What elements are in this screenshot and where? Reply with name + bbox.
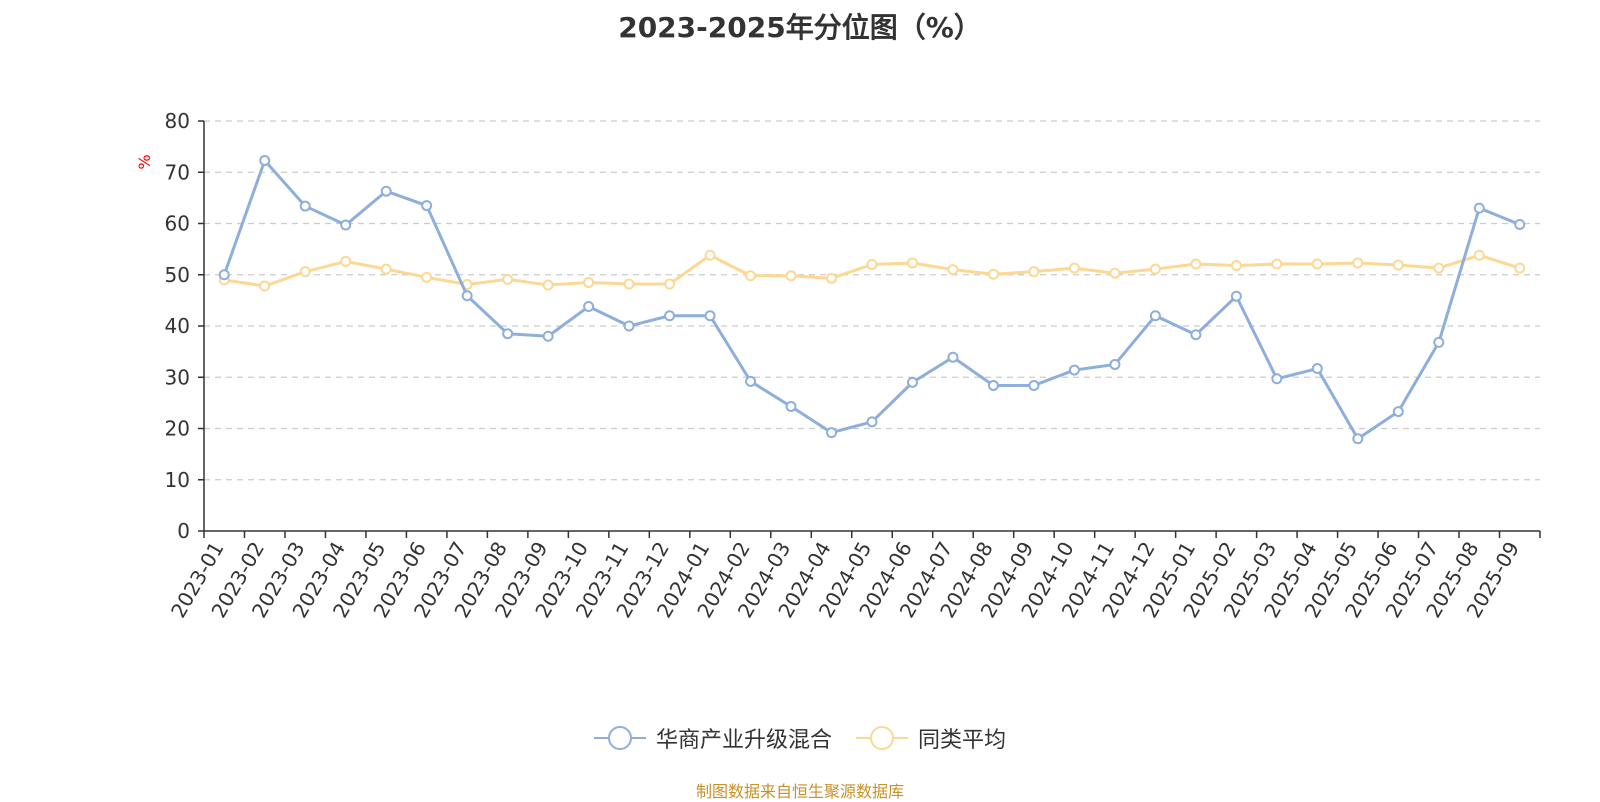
point-series-2-2025-05 [1352,257,1364,269]
point-series-1-2023-03 [299,200,311,212]
point-series-2-2025-08 [1473,249,1485,261]
point-series-2-2024-11 [1109,267,1121,279]
point-series-1-2023-04 [340,219,352,231]
legend-item-series-2[interactable]: 同类平均 [856,722,1006,754]
point-series-1-2023-02 [259,154,271,166]
point-series-2-2025-07 [1433,262,1445,274]
point-series-2-2025-04 [1311,258,1323,270]
y-tick-label-40: 40 [165,314,190,338]
point-series-2-2024-12 [1149,263,1161,275]
legend-marker-series-1 [593,725,646,751]
point-series-1-2024-02 [745,375,757,387]
point-series-2-2023-11 [623,278,635,290]
point-series-2-2025-03 [1271,258,1283,270]
point-series-1-2023-11 [623,320,635,332]
point-series-1-2024-07 [947,351,959,363]
point-series-1-2024-05 [866,416,878,428]
point-series-1-2025-01 [1190,329,1202,341]
point-series-1-2024-04 [826,427,838,439]
point-series-1-2023-05 [380,185,392,197]
chart-title: 2023-2025年分位图（%） [618,11,982,44]
point-series-1-2023-07 [461,290,473,302]
point-series-1-2025-05 [1352,433,1364,445]
point-series-1-2025-07 [1433,336,1445,348]
point-series-1-2025-04 [1311,363,1323,375]
legend-item-series-1[interactable]: 华商产业升级混合 [593,722,832,754]
y-tick-label-0: 0 [177,519,190,543]
point-series-1-2024-12 [1149,310,1161,322]
y-tick-label-20: 20 [165,417,190,441]
series-line-1 [222,158,1521,441]
point-series-1-2025-02 [1230,290,1242,302]
point-series-2-2023-03 [299,266,311,278]
legend-label-series-1: 华商产业升级混合 [655,728,832,753]
point-series-2-2024-05 [866,259,878,270]
point-series-1-2024-06 [906,376,918,388]
point-series-1-2023-08 [502,328,514,340]
y-tick-label-60: 60 [165,212,190,236]
legend: 华商产业升级混合 同类平均 [0,722,1600,754]
point-series-1-2025-08 [1473,202,1485,214]
point-series-1-2024-08 [987,379,999,391]
point-series-2-2023-08 [502,273,514,285]
y-tick-label-70: 70 [165,160,190,184]
point-series-2-2023-10 [583,276,595,288]
point-series-2-2024-08 [987,268,999,280]
point-series-1-2024-01 [704,310,716,322]
point-series-2-2024-02 [745,270,757,282]
point-series-2-2024-09 [1028,266,1040,278]
point-series-2-2024-04 [826,272,838,284]
point-series-1-2025-09 [1514,219,1526,231]
y-tick-label-80: 80 [165,109,190,133]
y-tick-label-50: 50 [165,263,190,287]
point-series-1-2024-09 [1028,379,1040,391]
point-series-1-2024-11 [1109,358,1121,370]
point-series-1-2023-01 [218,269,230,281]
y-tick-label-10: 10 [165,468,190,492]
point-series-2-2024-07 [947,264,959,276]
legend-label-series-2: 同类平均 [918,728,1007,753]
point-series-2-2023-04 [340,255,352,267]
point-series-1-2023-12 [664,310,676,322]
point-series-2-2025-01 [1190,258,1202,270]
point-series-1-2023-09 [542,330,554,342]
point-series-2-2023-12 [664,278,676,290]
data-source-note: 制图数据来自恒生聚源数据库 [695,782,904,801]
point-series-1-2024-03 [785,400,797,412]
point-series-2-2024-10 [1068,262,1080,274]
point-series-2-2023-05 [380,263,392,275]
point-series-2-2023-06 [421,271,433,283]
point-series-2-2024-01 [704,249,716,261]
point-series-2-2025-06 [1392,259,1404,271]
point-series-2-2024-06 [906,257,918,269]
y-tick-label-30: 30 [165,365,190,389]
point-series-2-2024-03 [785,270,797,282]
point-series-1-2025-03 [1271,373,1283,385]
point-series-2-2023-02 [259,280,271,292]
legend-marker-series-2 [856,725,908,751]
point-series-2-2025-02 [1230,260,1242,272]
point-series-1-2023-06 [421,200,433,212]
point-series-1-2025-06 [1392,406,1404,418]
point-series-2-2025-09 [1514,262,1526,274]
y-axis-label: % [135,154,154,169]
point-series-1-2023-10 [583,301,595,313]
line-chart: 01020304050607080%2023-012023-022023-032… [135,109,1541,622]
point-series-1-2024-10 [1068,364,1080,376]
point-series-2-2023-09 [542,279,554,291]
